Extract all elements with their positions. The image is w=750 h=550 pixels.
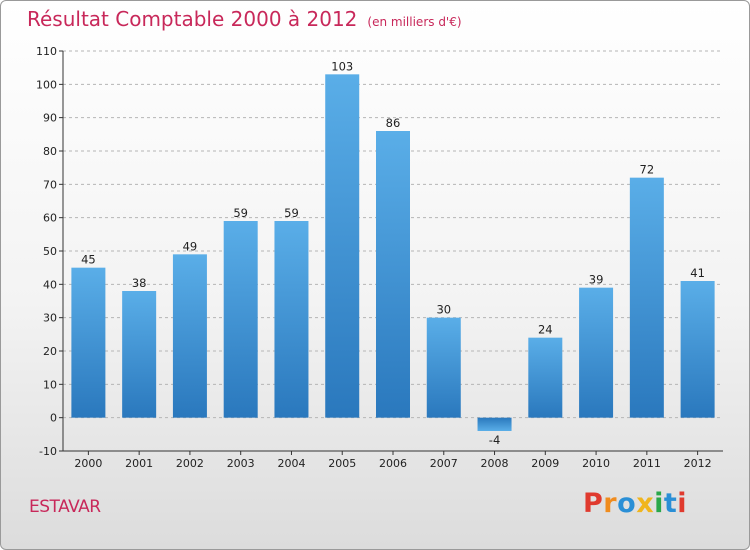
- bar: [680, 281, 715, 418]
- x-tick-label: 2007: [430, 457, 458, 470]
- bar: [71, 267, 106, 418]
- x-tick-label: 2008: [481, 457, 509, 470]
- logo-letter: t: [663, 488, 678, 519]
- chart-title: Résultat Comptable 2000 à 2012 (en millie…: [27, 7, 462, 31]
- logo-letter: i: [654, 488, 664, 519]
- x-tick-label: 2005: [328, 457, 356, 470]
- bar: [223, 221, 258, 418]
- logo-letter: x: [636, 488, 655, 519]
- y-tick-label: 70: [43, 178, 57, 191]
- chart-title-text: Résultat Comptable 2000 à 2012: [27, 7, 358, 31]
- bar: [579, 287, 614, 418]
- y-tick-label: 50: [43, 245, 57, 258]
- bar: [477, 417, 512, 431]
- y-tick-label: 30: [43, 312, 57, 325]
- x-tick-label: 2003: [227, 457, 255, 470]
- x-tick-label: 2012: [684, 457, 712, 470]
- y-tick-label: 100: [36, 78, 57, 91]
- bar: [528, 337, 563, 418]
- x-tick-label: 2001: [125, 457, 153, 470]
- logo-letter: r: [603, 488, 618, 519]
- x-tick-label: 2010: [582, 457, 610, 470]
- x-tick-label: 2006: [379, 457, 407, 470]
- data-label: 45: [81, 253, 96, 267]
- data-label: 38: [132, 276, 147, 290]
- x-tick-label: 2002: [176, 457, 204, 470]
- data-label: 103: [331, 59, 353, 73]
- y-tick-label: 60: [43, 212, 57, 225]
- data-label: -4: [489, 433, 500, 447]
- proxiti-logo[interactable]: Proxiti: [583, 488, 687, 519]
- chart-unit: (en milliers d'€): [367, 15, 462, 29]
- y-tick-label: 90: [43, 112, 57, 125]
- bar: [122, 291, 157, 418]
- y-tick-label: 40: [43, 278, 57, 291]
- data-label: 59: [284, 206, 299, 220]
- y-tick-label: 10: [43, 378, 57, 391]
- data-label: 24: [538, 323, 553, 337]
- logo-letter: i: [677, 488, 688, 519]
- data-label: 41: [690, 266, 705, 280]
- y-tick-label: -10: [39, 445, 57, 458]
- logo-letter: P: [583, 488, 604, 519]
- x-tick-label: 2009: [531, 457, 559, 470]
- data-label: 49: [183, 239, 198, 253]
- x-tick-label: 2000: [74, 457, 102, 470]
- bar: [376, 131, 410, 418]
- bar: [325, 74, 360, 418]
- y-tick-label: 20: [43, 345, 57, 358]
- x-tick-label: 2004: [277, 457, 305, 470]
- bar: [172, 254, 207, 418]
- bar: [426, 317, 461, 418]
- commune-name: ESTAVAR: [29, 497, 101, 517]
- bar: [629, 177, 664, 418]
- x-tick-label: 2011: [633, 457, 661, 470]
- y-tick-label: 0: [50, 412, 57, 425]
- y-tick-label: 110: [36, 45, 57, 58]
- data-label: 39: [589, 273, 604, 287]
- logo-letter: o: [617, 488, 637, 519]
- data-label: 30: [436, 303, 451, 317]
- data-label: 86: [386, 116, 401, 130]
- bar: [274, 221, 309, 418]
- data-label: 59: [233, 206, 248, 220]
- data-label: 72: [640, 163, 655, 177]
- y-tick-label: 80: [43, 145, 57, 158]
